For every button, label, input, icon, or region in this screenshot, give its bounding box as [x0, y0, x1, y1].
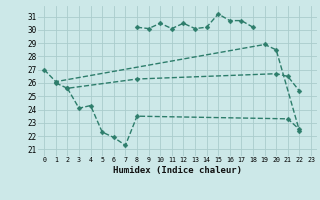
- X-axis label: Humidex (Indice chaleur): Humidex (Indice chaleur): [113, 166, 242, 175]
